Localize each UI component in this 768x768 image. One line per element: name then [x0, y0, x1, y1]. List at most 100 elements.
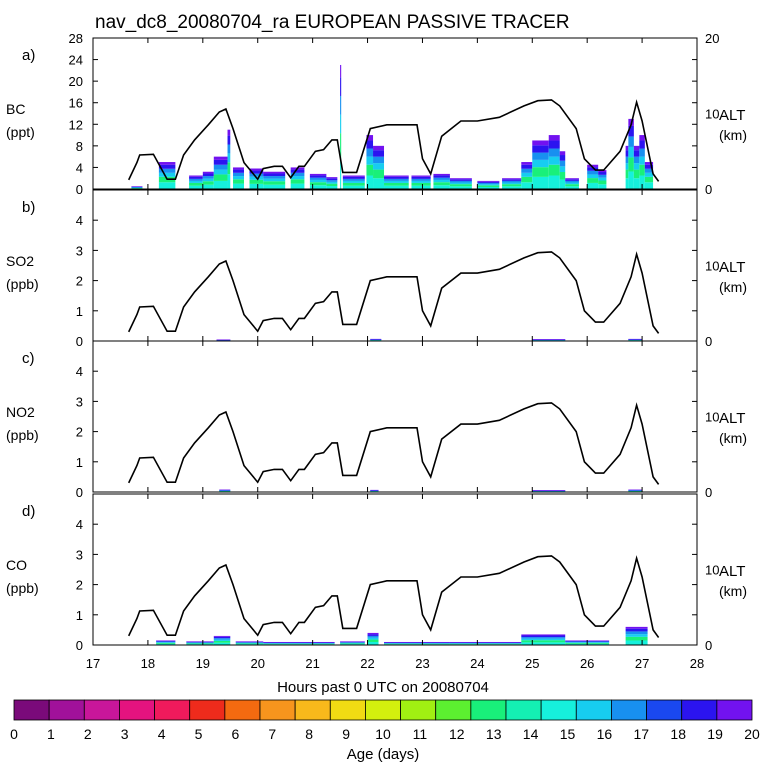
segment-layer	[598, 174, 607, 178]
segment-layer	[367, 637, 379, 640]
y-tick-label: 0	[76, 182, 83, 197]
alt-axis-unit: (km)	[719, 279, 747, 295]
segment-layer	[370, 339, 382, 341]
segment-layer	[628, 489, 643, 491]
segment-layer	[340, 641, 365, 642]
segment-layer	[639, 140, 645, 149]
segment-layer	[384, 643, 450, 644]
segment-layer	[477, 180, 500, 182]
segment-5	[340, 641, 365, 645]
panel-letter: b)	[22, 199, 35, 216]
segment-layer	[633, 145, 640, 151]
alt-axis-unit: (km)	[719, 430, 747, 446]
colorbar-tick-label: 12	[449, 726, 465, 742]
segment-layer	[644, 176, 654, 183]
segment-layer	[532, 152, 549, 160]
alt-axis-unit: (km)	[719, 127, 747, 143]
segment-layer	[384, 176, 409, 179]
segment-layer	[411, 185, 431, 189]
segment-layer	[373, 163, 385, 170]
segment-layer	[565, 184, 579, 187]
segment-layer	[633, 156, 640, 164]
segment-layer	[625, 634, 648, 637]
x-tick-label: 17	[86, 656, 100, 671]
segment-17	[411, 175, 431, 189]
colorbar-tick-label: 19	[707, 726, 723, 742]
segment-20	[477, 180, 500, 189]
colorbar-tick-label: 3	[121, 726, 129, 742]
y-tick-label: 12	[69, 117, 83, 132]
segment-layer	[156, 643, 176, 645]
altitude-line	[127, 402, 660, 485]
colorbar-tick-label: 20	[744, 726, 760, 742]
segment-5	[227, 129, 231, 189]
segment-layer	[309, 177, 327, 180]
segment-layer	[548, 156, 560, 165]
segment-layer	[326, 177, 338, 179]
segment-layer	[532, 490, 566, 491]
y-tick-label: 1	[76, 455, 83, 470]
segment-layer	[158, 172, 176, 177]
panel-bc: 0 4 8 12 16 20 24 28 0 10 20 ALT (km) a) BC (ppt)	[6, 31, 747, 197]
colorbar-swatch	[435, 699, 472, 721]
panel-letter: c)	[22, 350, 35, 367]
segment-layer	[131, 187, 143, 188]
segment-layer	[502, 180, 522, 183]
segment-layer	[521, 176, 533, 183]
segment-28	[598, 170, 607, 189]
species-label: NO2	[6, 404, 35, 420]
y-tick-label: 1	[76, 304, 83, 319]
segment-layer	[233, 176, 244, 180]
segment-layer	[370, 340, 382, 341]
segment-layer	[411, 182, 431, 186]
segment-layer	[373, 169, 385, 179]
segment-layer	[340, 641, 365, 643]
y-tick-label: 24	[69, 53, 83, 68]
segment-26	[565, 178, 579, 189]
altitude-line	[127, 99, 660, 182]
x-tick-label: 18	[141, 656, 155, 671]
segment-layer	[213, 169, 228, 175]
y-tick-label: 0	[76, 485, 83, 500]
alt-tick-label: 0	[705, 485, 712, 500]
segment-layer	[366, 175, 374, 189]
segment-layer	[521, 182, 533, 189]
segment-layer	[227, 129, 231, 136]
segment-layer	[340, 133, 342, 158]
segment-6	[233, 167, 244, 189]
species-unit: (ppt)	[6, 124, 35, 140]
segment-layer	[342, 176, 365, 179]
colorbar-tick-label: 9	[342, 726, 350, 742]
segment-layer	[644, 168, 654, 173]
segment-layer	[202, 173, 214, 177]
segment-layer	[263, 642, 335, 644]
segment-layer	[290, 176, 305, 180]
segment-layer	[370, 339, 382, 341]
alt-tick-label: 0	[705, 182, 712, 197]
segment-layer	[235, 642, 264, 644]
segment-13	[342, 175, 365, 189]
segment-layer	[625, 145, 629, 151]
segment-layer	[213, 642, 231, 645]
segment-layer	[290, 169, 305, 173]
segment-layer	[433, 179, 450, 183]
segment-layer	[233, 167, 244, 170]
segment-layer	[326, 180, 338, 182]
segment-layer	[367, 641, 379, 645]
segment-layer	[548, 135, 560, 141]
species-unit: (ppb)	[6, 276, 39, 292]
segment-layer	[227, 174, 231, 189]
colorbar-tick-label: 1	[47, 726, 55, 742]
segment-layer	[340, 95, 342, 115]
segment-layer	[449, 641, 522, 643]
segment-layer	[502, 186, 522, 189]
segment-layer	[366, 164, 374, 176]
segment-layer	[628, 146, 634, 158]
segment-layer	[233, 169, 244, 173]
segment-layer	[156, 640, 176, 642]
segment-layer	[625, 156, 629, 164]
segment-layer	[366, 140, 374, 149]
y-tick-label: 8	[76, 139, 83, 154]
segment-layer	[628, 125, 634, 137]
segment-layer	[340, 642, 365, 643]
